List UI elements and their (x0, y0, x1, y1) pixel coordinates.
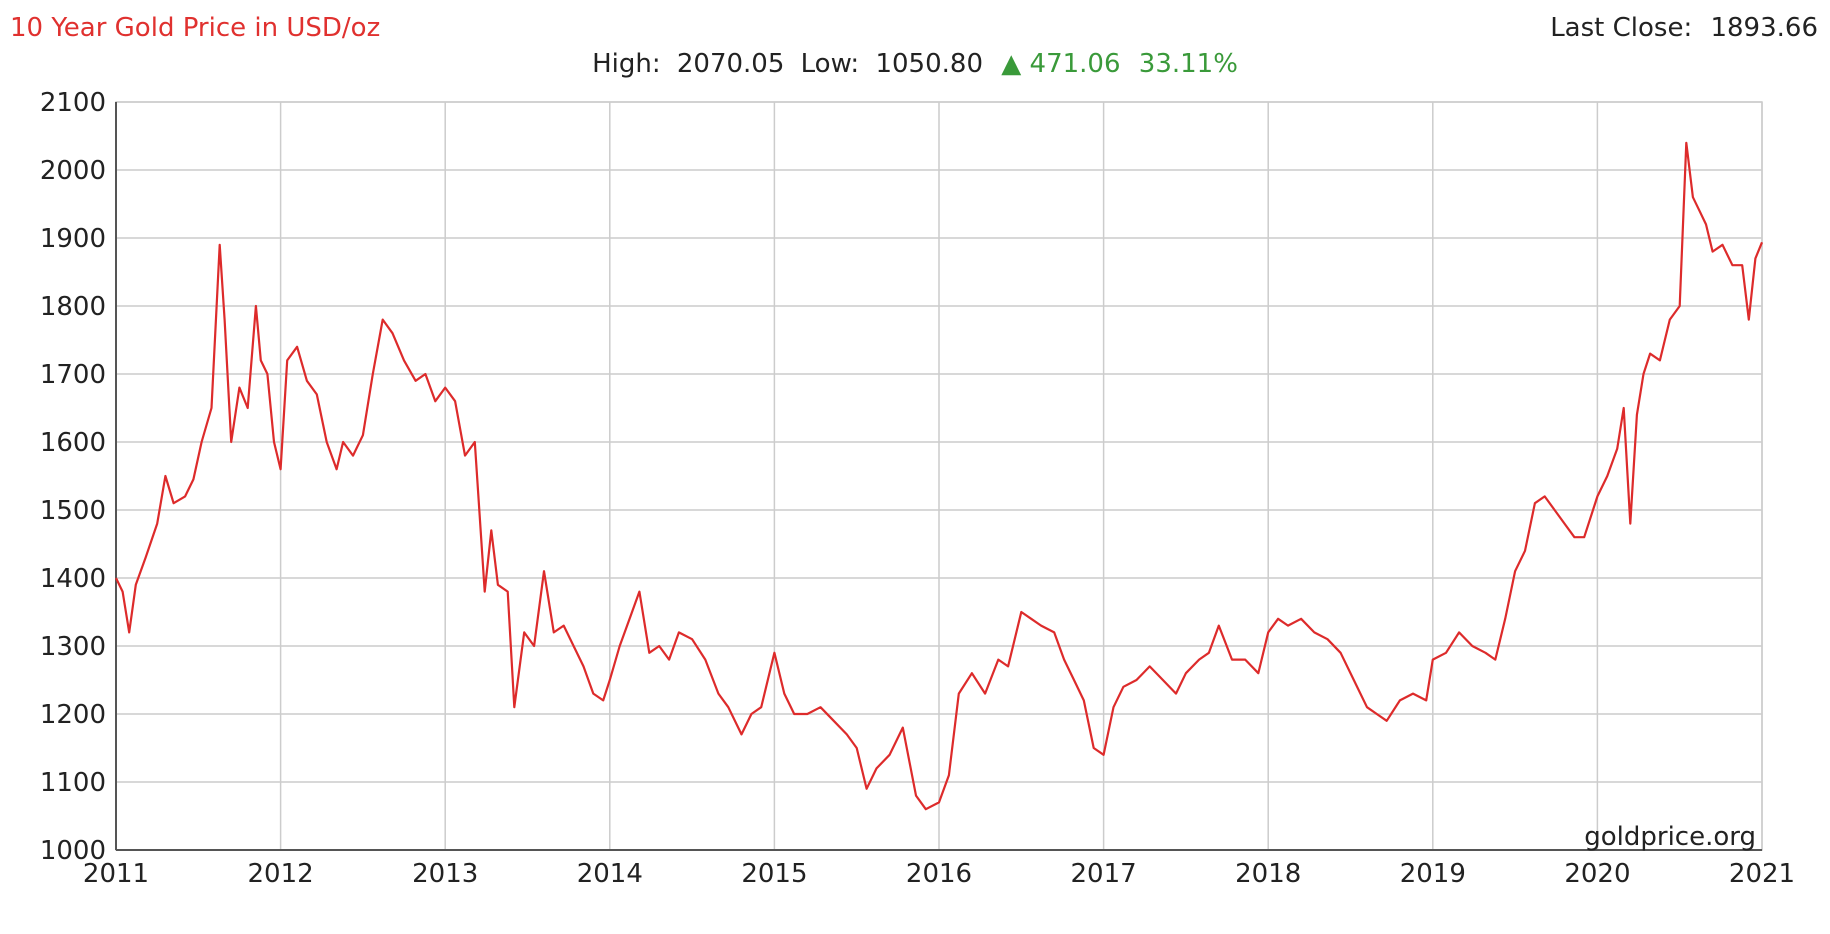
stats-line: High: 2070.05 Low: 1050.80 ▲ 471.06 33.1… (592, 49, 1238, 79)
x-tick-labels: 2011 2012 2013 2014 2015 2016 2017 2018 2019 2020… (83, 859, 1795, 889)
x-tick-label: 2016 (906, 859, 972, 889)
y-tick-label: 1100 (40, 768, 106, 798)
x-tick-label: 2015 (741, 859, 807, 889)
y-tick-label: 1300 (40, 632, 106, 662)
change-arrow-icon: ▲ (1001, 49, 1021, 79)
x-tick-label: 2012 (248, 859, 314, 889)
y-tick-label: 1400 (40, 564, 106, 594)
last-close-label: Last Close: (1550, 13, 1692, 43)
y-tick-label: 1700 (40, 360, 106, 390)
last-close: Last Close: 1893.66 (1550, 13, 1818, 43)
high-label: High: (592, 49, 661, 79)
gold-price-series-line (115, 141, 1764, 811)
last-close-value: 1893.66 (1710, 13, 1818, 43)
high-value: 2070.05 (677, 49, 785, 79)
y-tick-label: 2100 (40, 88, 106, 118)
axes (115, 101, 1763, 851)
y-tick-labels: 1000 1100 1200 1300 1400 1500 1600 1700 1800 1900… (40, 88, 106, 866)
low-label: Low: (801, 49, 860, 79)
x-tick-label: 2020 (1564, 859, 1630, 889)
x-tick-label: 2013 (412, 859, 478, 889)
low-value: 1050.80 (875, 49, 983, 79)
x-tick-label: 2011 (83, 859, 149, 889)
watermark: goldprice.org (1584, 822, 1756, 852)
x-tick-label: 2021 (1729, 859, 1795, 889)
grid (115, 101, 1763, 851)
y-tick-label: 1500 (40, 496, 106, 526)
y-tick-label: 1900 (40, 224, 106, 254)
chart-title: 10 Year Gold Price in USD/oz (10, 13, 380, 43)
change-percent: 33.11% (1139, 49, 1238, 79)
y-tick-label: 1000 (40, 836, 106, 866)
x-tick-label: 2017 (1071, 859, 1137, 889)
x-tick-label: 2019 (1400, 859, 1466, 889)
y-tick-label: 1600 (40, 428, 106, 458)
y-tick-label: 1800 (40, 292, 106, 322)
x-tick-label: 2018 (1235, 859, 1301, 889)
change-value: 471.06 (1030, 49, 1121, 79)
y-tick-label: 2000 (40, 156, 106, 186)
y-tick-label: 1200 (40, 700, 106, 730)
x-tick-label: 2014 (577, 859, 643, 889)
